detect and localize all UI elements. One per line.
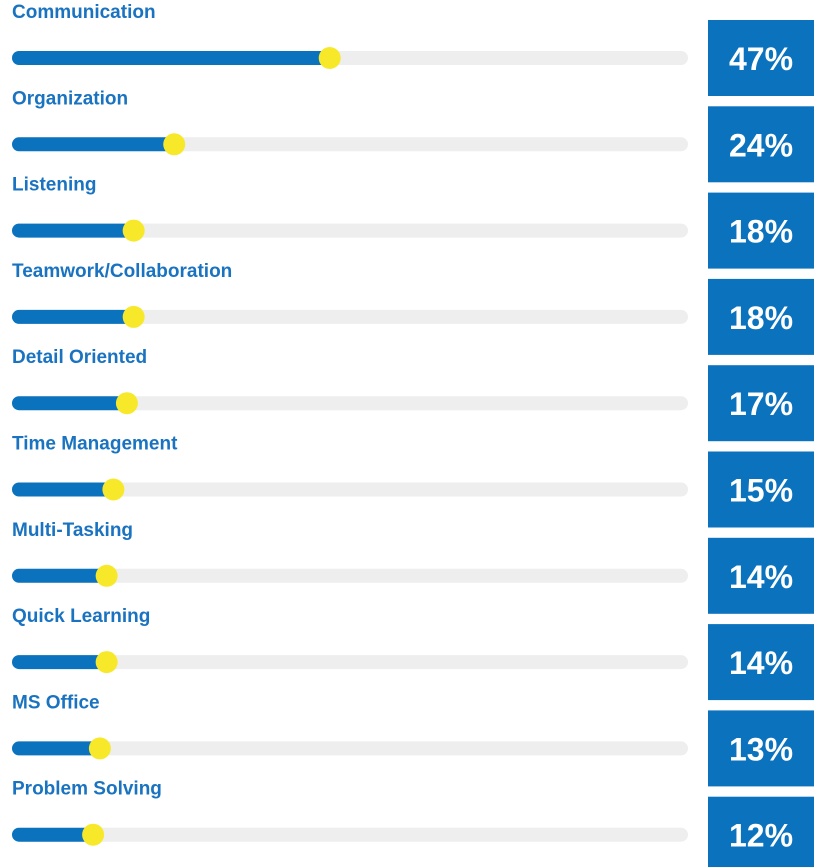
skill-label: Time Management — [12, 434, 178, 455]
bar — [12, 482, 114, 497]
value-box — [708, 192, 814, 269]
skill-label: Multi-Tasking — [12, 520, 133, 541]
value-label: 18% — [729, 214, 793, 250]
skill-label: MS Office — [12, 692, 100, 713]
bar — [12, 827, 94, 842]
knob — [122, 305, 145, 328]
track — [12, 396, 688, 411]
knob — [115, 392, 138, 415]
bar — [12, 51, 330, 65]
value-label: 12% — [729, 818, 793, 854]
value-label: 47% — [729, 41, 793, 77]
knob — [95, 564, 118, 587]
knob — [318, 47, 341, 69]
track — [12, 827, 688, 842]
knob — [82, 823, 105, 846]
value-box — [708, 537, 814, 614]
value-label: 14% — [729, 645, 793, 681]
skill-label: Communication — [12, 2, 156, 23]
value-box — [708, 796, 814, 867]
value-box — [708, 106, 814, 183]
bar — [12, 309, 134, 324]
skill-label: Organization — [12, 88, 128, 109]
skill-label: Teamwork/Collaboration — [12, 261, 232, 282]
knob — [95, 651, 118, 674]
knob — [102, 478, 125, 501]
skill-label: Problem Solving — [12, 779, 162, 800]
value-box — [708, 20, 814, 96]
bar — [12, 396, 127, 411]
value-box — [708, 451, 814, 528]
track — [12, 741, 688, 756]
value-label: 14% — [729, 559, 793, 595]
bar — [12, 741, 100, 756]
track — [12, 223, 688, 238]
value-box — [708, 365, 814, 442]
bar — [12, 223, 134, 238]
track — [12, 568, 688, 583]
skill-label: Detail Oriented — [12, 347, 147, 368]
bar — [12, 655, 107, 670]
value-label: 13% — [729, 731, 793, 767]
bar — [12, 137, 175, 152]
track — [12, 482, 688, 497]
value-label: 18% — [729, 300, 793, 336]
value-box — [708, 624, 814, 701]
value-box — [708, 710, 814, 787]
knob — [163, 133, 186, 156]
value-box — [708, 278, 814, 355]
knob — [122, 219, 145, 242]
skill-label: Quick Learning — [12, 606, 150, 627]
knob — [88, 737, 111, 760]
skill-label: Listening — [12, 175, 96, 196]
track — [12, 655, 688, 670]
track — [12, 309, 688, 324]
bar — [12, 568, 107, 583]
value-label: 15% — [729, 473, 793, 509]
value-label: 17% — [729, 386, 793, 422]
value-label: 24% — [729, 127, 793, 163]
